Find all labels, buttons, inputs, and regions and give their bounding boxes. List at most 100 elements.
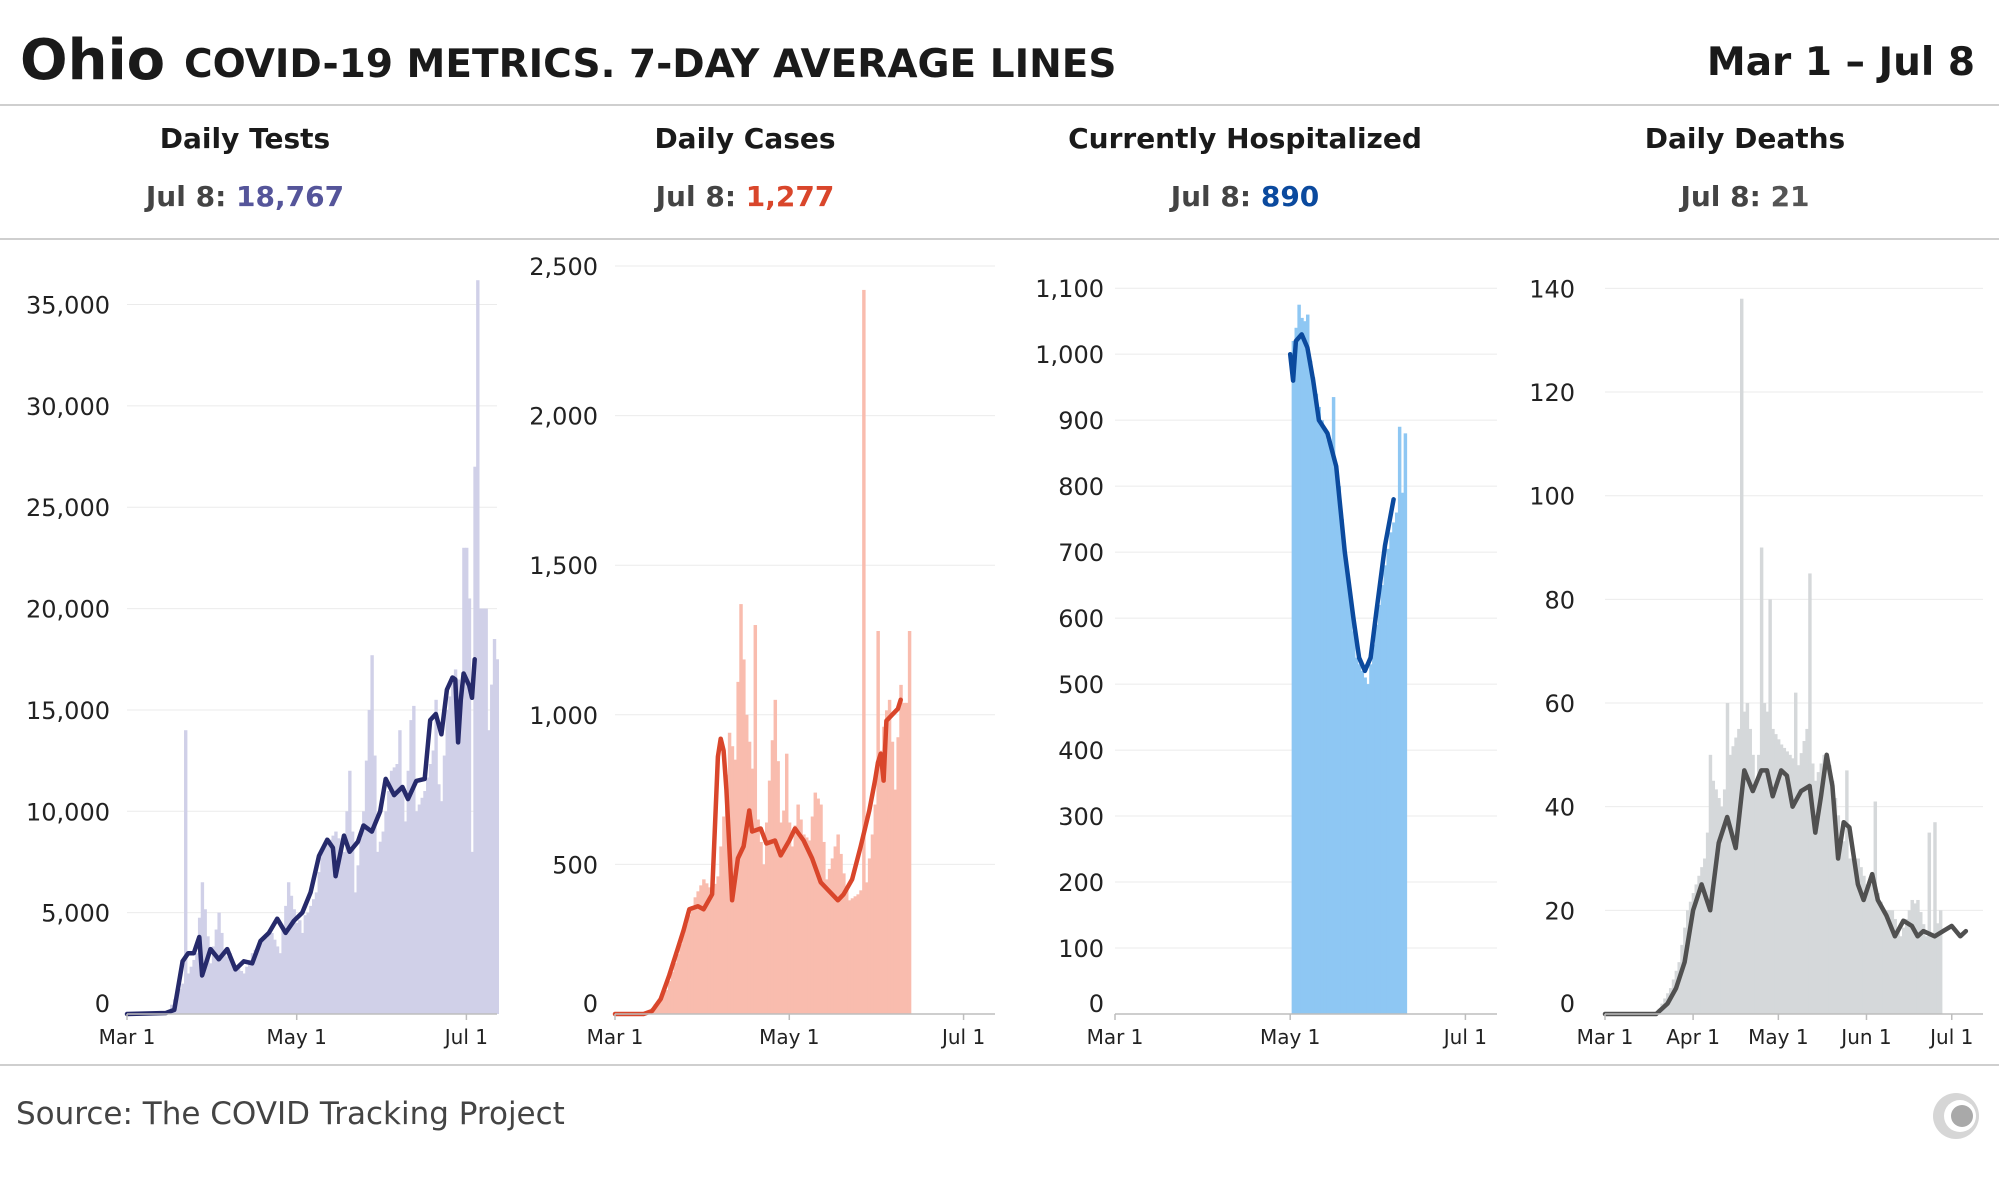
panel-title: Daily Cases bbox=[654, 122, 836, 155]
daily-bar bbox=[1377, 604, 1382, 1014]
daily-bar bbox=[1748, 728, 1752, 1014]
y-tick-label: 200 bbox=[1058, 869, 1104, 897]
daily-bar bbox=[342, 851, 346, 1014]
daily-bar bbox=[281, 929, 285, 1014]
daily-bar bbox=[659, 997, 663, 1014]
daily-bar bbox=[312, 899, 316, 1014]
y-tick-label: 300 bbox=[1058, 803, 1104, 831]
daily-bar bbox=[467, 598, 472, 1014]
daily-bar bbox=[439, 801, 444, 1014]
daily-bar bbox=[1924, 936, 1929, 1014]
daily-bar bbox=[1845, 770, 1849, 1014]
daily-bar bbox=[300, 932, 305, 1014]
daily-bar bbox=[1700, 867, 1704, 1014]
daily-bar bbox=[807, 840, 812, 1014]
seven-day-average-line bbox=[1287, 332, 1396, 674]
daily-bar bbox=[189, 966, 193, 1014]
daily-bar bbox=[298, 920, 302, 1014]
daily-bar bbox=[1303, 321, 1307, 1014]
x-tick-label: Jun 1 bbox=[1839, 1025, 1891, 1049]
daily-bar bbox=[1297, 304, 1301, 1014]
y-tick-label: 2,500 bbox=[529, 253, 598, 281]
y-tick-label: 0 bbox=[1089, 990, 1104, 1018]
daily-bar bbox=[248, 959, 252, 1014]
source-credit: Source: The COVID Tracking Project bbox=[16, 1096, 565, 1132]
daily-bar bbox=[1372, 644, 1376, 1014]
daily-bar bbox=[1366, 684, 1370, 1014]
daily-bar bbox=[899, 684, 903, 1014]
daily-bar bbox=[239, 970, 244, 1014]
latest-label: Jul 8: bbox=[1170, 180, 1252, 213]
daily-bar bbox=[842, 873, 846, 1014]
latest-value: 21 bbox=[1770, 180, 1810, 213]
daily-bar bbox=[200, 882, 205, 1014]
daily-bar bbox=[667, 981, 672, 1014]
y-tick-label: 120 bbox=[1529, 379, 1575, 407]
daily-bar bbox=[1819, 763, 1824, 1014]
daily-bar bbox=[1757, 754, 1761, 1014]
daily-bar bbox=[773, 699, 778, 1014]
daily-bar bbox=[356, 865, 360, 1014]
daily-bar bbox=[345, 811, 349, 1014]
daily-bar bbox=[1340, 519, 1344, 1014]
daily-bar bbox=[1867, 884, 1872, 1014]
daily-bar bbox=[264, 937, 269, 1014]
daily-bar bbox=[1865, 884, 1869, 1014]
daily-bar bbox=[222, 953, 227, 1014]
daily-bar bbox=[1876, 893, 1880, 1014]
daily-bar bbox=[487, 730, 491, 1014]
daily-bar bbox=[1751, 754, 1755, 1014]
daily-bar bbox=[325, 843, 330, 1014]
daily-bar bbox=[722, 816, 726, 1014]
daily-bar bbox=[665, 990, 669, 1014]
daily-bar bbox=[403, 821, 408, 1014]
panel-title: Currently Hospitalized bbox=[1068, 122, 1422, 155]
latest-label: Jul 8: bbox=[1680, 180, 1761, 213]
daily-bar bbox=[1779, 744, 1784, 1014]
daily-bar bbox=[907, 631, 912, 1014]
daily-bar bbox=[364, 760, 369, 1014]
daily-bar bbox=[434, 699, 438, 1014]
y-tick-label: 500 bbox=[1058, 671, 1104, 699]
daily-bar bbox=[896, 737, 900, 1014]
x-tick-label: Mar 1 bbox=[99, 1025, 156, 1049]
daily-bar bbox=[331, 835, 335, 1014]
y-tick-label: 140 bbox=[1529, 275, 1575, 303]
daily-bar bbox=[1813, 780, 1818, 1014]
daily-bar bbox=[337, 838, 341, 1014]
daily-bar bbox=[437, 784, 441, 1014]
panel-latest: Jul 8: 21 bbox=[1495, 180, 1995, 213]
y-tick-label: 800 bbox=[1058, 473, 1104, 501]
y-tick-label: 5,000 bbox=[41, 900, 110, 928]
daily-bar bbox=[656, 1000, 660, 1014]
daily-bar bbox=[1759, 547, 1764, 1014]
daily-bar bbox=[687, 915, 692, 1014]
daily-bar bbox=[484, 608, 488, 1014]
latest-value: 890 bbox=[1260, 180, 1320, 213]
daily-bar bbox=[867, 858, 872, 1014]
daily-bar bbox=[1349, 604, 1353, 1014]
daily-bar bbox=[719, 846, 723, 1014]
daily-bar bbox=[696, 891, 700, 1014]
y-tick-label: 2,000 bbox=[529, 403, 598, 431]
daily-bar bbox=[1856, 858, 1860, 1014]
daily-bar bbox=[690, 906, 695, 1014]
latest-value: 18,767 bbox=[236, 180, 345, 213]
daily-bar bbox=[779, 822, 783, 1014]
y-tick-label: 100 bbox=[1529, 483, 1575, 511]
daily-bar bbox=[685, 924, 689, 1014]
daily-bar bbox=[1328, 443, 1333, 1014]
daily-bar bbox=[387, 791, 391, 1014]
daily-bar bbox=[328, 839, 333, 1014]
y-tick-label: 30,000 bbox=[26, 393, 110, 421]
daily-bar bbox=[317, 872, 321, 1014]
daily-bar bbox=[1902, 927, 1906, 1014]
daily-bar bbox=[725, 774, 729, 1014]
daily-bar bbox=[739, 604, 743, 1014]
daily-bar bbox=[1853, 858, 1858, 1014]
daily-bar bbox=[747, 741, 752, 1014]
daily-bar bbox=[206, 936, 210, 1014]
daily-bar bbox=[1936, 923, 1940, 1014]
daily-bar bbox=[827, 868, 832, 1014]
daily-bar bbox=[1839, 832, 1843, 1014]
